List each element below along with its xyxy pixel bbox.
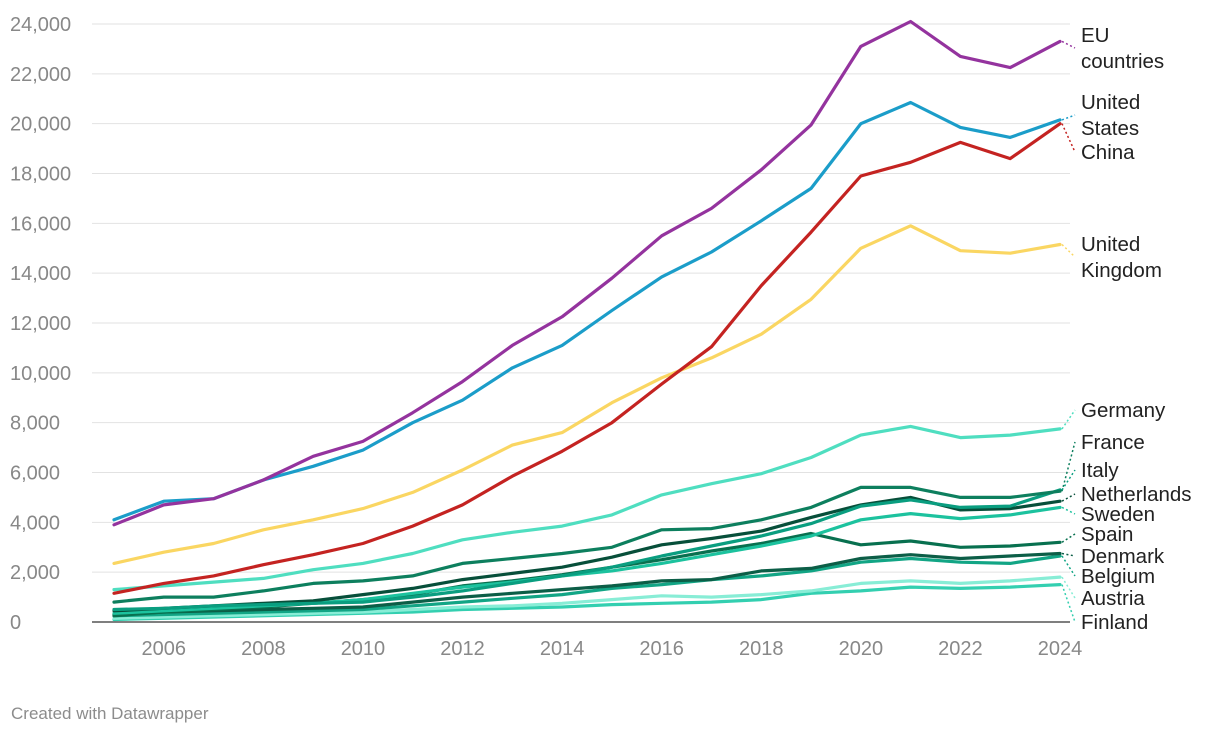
y-tick-label: 4,000 bbox=[10, 512, 60, 534]
series-label: Austria bbox=[1081, 587, 1145, 610]
y-tick-label: 20,000 bbox=[10, 114, 71, 136]
series-lines bbox=[112, 19, 1062, 622]
series-label: Belgium bbox=[1081, 565, 1155, 588]
y-tick-label: 14,000 bbox=[10, 263, 71, 285]
series-line bbox=[112, 575, 1062, 620]
y-tick-label: 0 bbox=[10, 612, 21, 634]
series-label: EU countries bbox=[1081, 24, 1164, 73]
label-leader-line bbox=[1061, 243, 1076, 258]
x-tick-label: 2022 bbox=[938, 638, 983, 660]
y-tick-label: 10,000 bbox=[10, 363, 71, 385]
series-line bbox=[112, 19, 1062, 527]
series-label: United Kingdom bbox=[1081, 233, 1162, 282]
x-tick-label: 2016 bbox=[639, 638, 684, 660]
gridlines bbox=[92, 23, 1070, 623]
x-axis-tick-labels: 2006 2008 2010 2012 2014 2016 2018 2020 2022 2024 bbox=[142, 638, 1083, 660]
label-leader-line bbox=[1061, 576, 1076, 599]
y-tick-label: 24,000 bbox=[10, 14, 71, 36]
label-leader-line bbox=[1061, 493, 1076, 502]
series-label: Italy bbox=[1081, 459, 1119, 482]
label-leader-line bbox=[1061, 114, 1076, 121]
y-tick-label: 16,000 bbox=[10, 213, 71, 235]
series-label: United States bbox=[1081, 91, 1140, 140]
y-tick-label: 6,000 bbox=[10, 463, 60, 485]
series-line bbox=[112, 485, 1062, 604]
series-line bbox=[112, 488, 1062, 612]
y-tick-label: 2,000 bbox=[10, 562, 60, 584]
y-tick-label: 12,000 bbox=[10, 313, 71, 335]
label-leader-line bbox=[1061, 441, 1076, 492]
series-line bbox=[112, 100, 1062, 522]
y-axis-tick-labels: 0 2,000 4,000 6,000 8,000 10,000 12,000 14,000 1… bbox=[10, 14, 71, 634]
y-tick-label: 22,000 bbox=[10, 64, 71, 86]
label-leader-line bbox=[1061, 469, 1076, 491]
series-label: Germany bbox=[1081, 399, 1166, 422]
x-tick-label: 2020 bbox=[839, 638, 884, 660]
series-line bbox=[112, 424, 1062, 592]
series-label: Denmark bbox=[1081, 545, 1165, 568]
x-tick-label: 2014 bbox=[540, 638, 585, 660]
label-leader-line bbox=[1061, 555, 1076, 577]
series-line bbox=[112, 554, 1062, 618]
y-tick-label: 18,000 bbox=[10, 164, 71, 186]
series-line bbox=[112, 122, 1062, 595]
series-label: Sweden bbox=[1081, 503, 1155, 526]
x-tick-label: 2008 bbox=[241, 638, 286, 660]
series-label: Netherlands bbox=[1081, 483, 1192, 506]
label-leader-line bbox=[1061, 584, 1076, 623]
x-tick-label: 2010 bbox=[341, 638, 386, 660]
x-tick-label: 2018 bbox=[739, 638, 784, 660]
label-leader-line bbox=[1061, 552, 1076, 557]
x-tick-label: 2006 bbox=[142, 638, 187, 660]
label-leader-line bbox=[1061, 409, 1076, 430]
series-line bbox=[112, 224, 1062, 566]
x-tick-label: 2024 bbox=[1038, 638, 1083, 660]
label-leader-line bbox=[1061, 533, 1076, 543]
series-label: Spain bbox=[1081, 523, 1133, 546]
footer-credit: Created with Datawrapper bbox=[11, 704, 209, 723]
label-leader-line bbox=[1061, 123, 1076, 153]
series-line bbox=[112, 551, 1062, 617]
series-label: Finland bbox=[1081, 611, 1148, 634]
series-label: China bbox=[1081, 141, 1135, 164]
series-label: France bbox=[1081, 431, 1145, 454]
label-leader-line bbox=[1061, 506, 1076, 515]
y-tick-label: 8,000 bbox=[10, 413, 60, 435]
label-leader-line bbox=[1061, 40, 1076, 49]
x-tick-label: 2012 bbox=[440, 638, 485, 660]
